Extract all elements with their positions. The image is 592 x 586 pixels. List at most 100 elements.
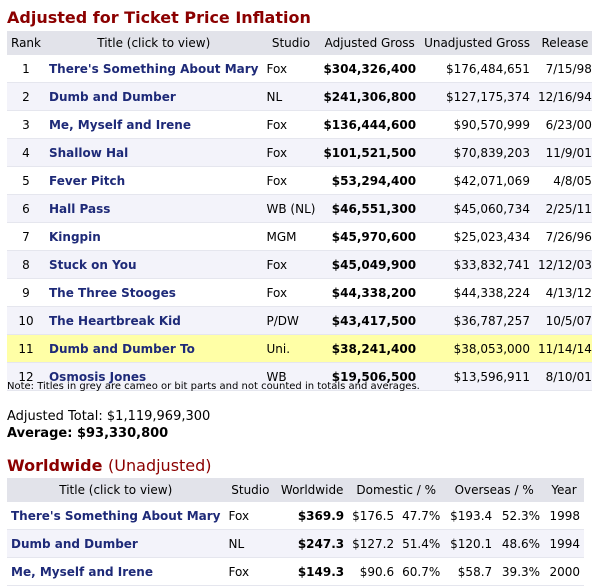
ww-header-worldwide[interactable]: Worldwide [276, 478, 349, 502]
table-row: 7 Kingpin MGM $45,970,600 $25,023,434 7/26/96 [7, 223, 592, 251]
studio-cell: Fox [262, 139, 320, 167]
adjusted-gross-cell: $44,338,200 [319, 279, 421, 307]
average-value: $93,330,800 [76, 426, 169, 441]
table-row: 2 Dumb and Dumber NL $241,306,800 $127,175,3… [7, 83, 592, 111]
adjusted-total-label: Adjusted Total: [7, 409, 103, 424]
ww-worldwide-cell: $247.3 [276, 530, 349, 558]
title-cell: Osmosis Jones [44, 363, 263, 391]
unadjusted-gross-cell: $36,787,257 [420, 307, 534, 335]
release-date-cell: 2/25/11 [533, 195, 592, 223]
ww-studio-cell: NL [224, 530, 277, 558]
ww-domestic-cell: $176.5 [348, 502, 399, 530]
movie-title-link[interactable]: Dumb and Dumber To [48, 341, 195, 356]
unadjusted-gross-cell: $176,484,651 [420, 55, 534, 83]
header-unadjusted-gross[interactable]: Unadjusted Gross [420, 31, 534, 55]
adjusted-gross-cell: $45,049,900 [319, 251, 421, 279]
ww-header-studio[interactable]: Studio [224, 478, 277, 502]
adjusted-gross-cell: $136,444,600 [319, 111, 421, 139]
table-row: 12 Osmosis Jones WB $19,506,500 $13,596,911 8… [7, 363, 592, 391]
rank-cell: 4 [7, 139, 45, 167]
table-row: 1 There's Something About Mary Fox $304,326… [7, 55, 592, 83]
header-studio[interactable]: Studio [262, 31, 320, 55]
movie-title-link[interactable]: The Heartbreak Kid [48, 313, 181, 328]
adjusted-gross-cell: $45,970,600 [319, 223, 421, 251]
header-rank[interactable]: Rank [7, 31, 45, 55]
release-date-cell: 7/15/98 [533, 55, 592, 83]
adjusted-gross-cell: $46,551,300 [319, 195, 421, 223]
adjusted-gross-cell: $53,294,400 [319, 167, 421, 195]
movie-title-link[interactable]: Kingpin [48, 229, 101, 244]
adjusted-gross-cell: $19,506,500 [319, 363, 421, 391]
rank-cell: 8 [7, 251, 45, 279]
table-row: 5 Fever Pitch Fox $53,294,400 $42,071,069 4/8… [7, 167, 592, 195]
adjusted-gross-cell: $43,417,500 [319, 307, 421, 335]
ww-title-cell: Dumb and Dumber [7, 530, 225, 558]
ww-overseas-cell: $193.4 [444, 502, 497, 530]
studio-cell: Fox [262, 55, 320, 83]
adjusted-gross-cell: $304,326,400 [319, 55, 421, 83]
title-cell: Kingpin [44, 223, 263, 251]
title-cell: Me, Myself and Irene [44, 111, 263, 139]
ww-overseas-cell: $120.1 [444, 530, 497, 558]
unadjusted-gross-cell: $42,071,069 [420, 167, 534, 195]
release-date-cell: 11/9/01 [533, 139, 592, 167]
rank-cell: 5 [7, 167, 45, 195]
table-row: There's Something About Mary Fox $369.9 $17… [7, 502, 584, 530]
unadjusted-gross-cell: $13,596,911 [420, 363, 534, 391]
movie-title-link[interactable]: Shallow Hal [48, 145, 129, 160]
rank-cell: 1 [7, 55, 45, 83]
ww-header-domestic[interactable]: Domestic / % [348, 478, 445, 502]
ww-header-title[interactable]: Title (click to view) [7, 478, 225, 502]
ww-header-overseas[interactable]: Overseas / % [444, 478, 545, 502]
header-release[interactable]: Release [533, 31, 592, 55]
ww-year-cell: 1998 [544, 502, 584, 530]
studio-cell: Fox [262, 167, 320, 195]
movie-title-link[interactable]: Stuck on You [48, 257, 137, 272]
table-row: 3 Me, Myself and Irene Fox $136,444,600 $90,… [7, 111, 592, 139]
release-date-cell: 12/16/94 [533, 83, 592, 111]
table-row: 10 The Heartbreak Kid P/DW $43,417,500 $36,7… [7, 307, 592, 335]
title-cell: Fever Pitch [44, 167, 263, 195]
movie-title-link[interactable]: There's Something About Mary [11, 508, 221, 523]
title-cell: The Three Stooges [44, 279, 263, 307]
release-date-cell: 6/23/00 [533, 111, 592, 139]
movie-title-link[interactable]: Me, Myself and Irene [11, 564, 153, 579]
unadjusted-gross-cell: $44,338,224 [420, 279, 534, 307]
release-date-cell: 4/8/05 [533, 167, 592, 195]
movie-title-link[interactable]: Me, Myself and Irene [48, 117, 191, 132]
rank-cell: 10 [7, 307, 45, 335]
ww-overseas-pct-cell: 48.6% [496, 530, 545, 558]
release-date-cell: 12/12/03 [533, 251, 592, 279]
ww-header-year[interactable]: Year [544, 478, 584, 502]
release-date-cell: 8/10/01 [533, 363, 592, 391]
worldwide-gross-table: Title (click to view) Studio Worldwide D… [7, 478, 584, 586]
title-cell: Stuck on You [44, 251, 263, 279]
ww-studio-cell: Fox [224, 502, 277, 530]
release-date-cell: 7/26/96 [533, 223, 592, 251]
ww-domestic-cell: $127.2 [348, 530, 399, 558]
table-row: 9 The Three Stooges Fox $44,338,200 $44,338,… [7, 279, 592, 307]
movie-title-link[interactable]: Dumb and Dumber [48, 89, 176, 104]
adjusted-table-header: Rank Title (click to view) Studio Adjust… [7, 31, 592, 55]
title-cell: There's Something About Mary [44, 55, 263, 83]
studio-cell: Fox [262, 111, 320, 139]
ww-domestic-pct-cell: 51.4% [398, 530, 445, 558]
movie-title-link[interactable]: Fever Pitch [48, 173, 126, 188]
release-date-cell: 4/13/12 [533, 279, 592, 307]
movie-title-link[interactable]: There's Something About Mary [48, 61, 259, 76]
header-title[interactable]: Title (click to view) [44, 31, 263, 55]
table-row: 11 Dumb and Dumber To Uni. $38,241,400 $38,0… [7, 335, 592, 363]
studio-cell: Fox [262, 251, 320, 279]
unadjusted-gross-cell: $127,175,374 [420, 83, 534, 111]
ww-year-cell: 1994 [544, 530, 584, 558]
rank-cell: 12 [7, 363, 45, 391]
header-adjusted-gross[interactable]: Adjusted Gross [319, 31, 421, 55]
movie-title-link[interactable]: The Three Stooges [48, 285, 176, 300]
movie-title-link[interactable]: Hall Pass [48, 201, 111, 216]
movie-title-link[interactable]: Dumb and Dumber [11, 536, 138, 551]
title-cell: Dumb and Dumber [44, 83, 263, 111]
movie-title-link[interactable]: Osmosis Jones [48, 369, 147, 384]
worldwide-section-title: Worldwide (Unadjusted) [7, 456, 212, 475]
studio-cell: WB [262, 363, 320, 391]
worldwide-table-header: Title (click to view) Studio Worldwide D… [7, 478, 584, 502]
